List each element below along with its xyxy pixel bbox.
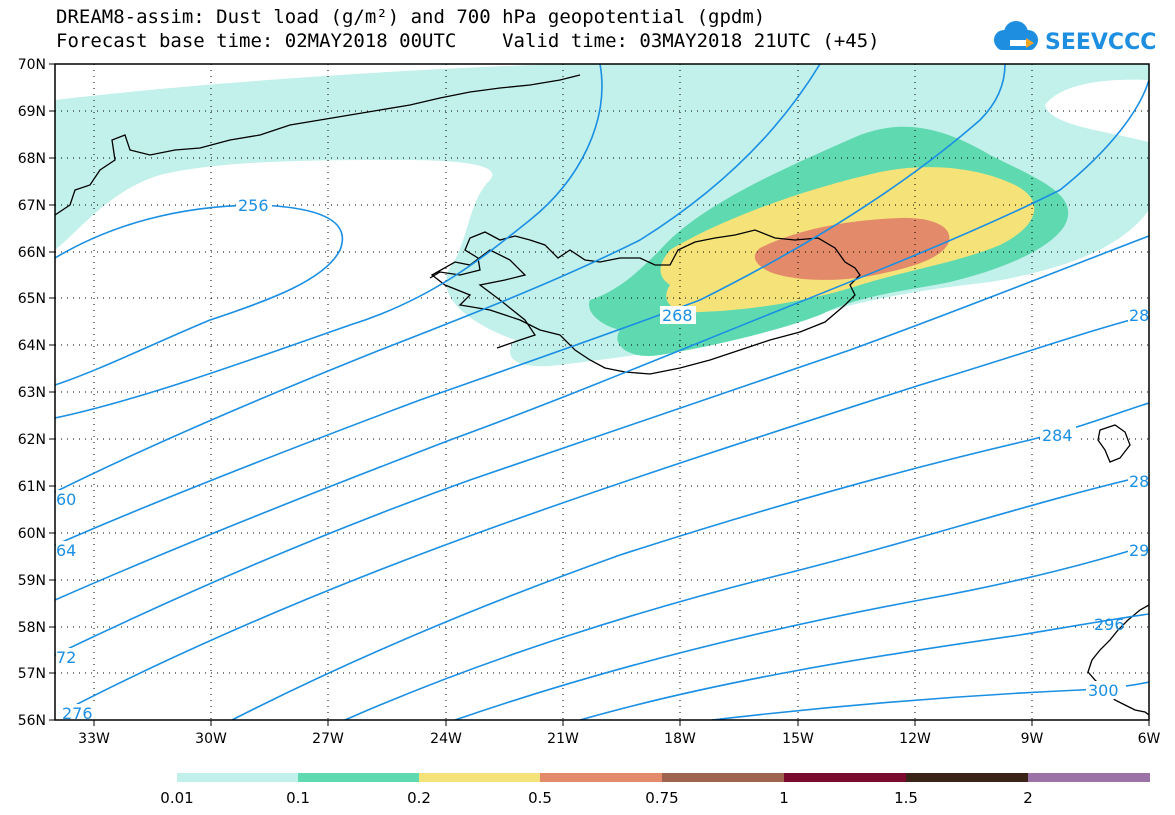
lat-label: 64N: [18, 338, 46, 354]
lon-label: 15W: [782, 731, 814, 747]
lat-label: 62N: [18, 432, 46, 448]
lon-label: 24W: [430, 731, 462, 747]
legend-label: 1: [779, 789, 789, 807]
lat-label: 70N: [18, 57, 46, 73]
longitude-labels: 33W 30W 27W 24W 21W 18W 15W 12W 9W 6W: [78, 731, 1160, 747]
contour-264: [55, 64, 821, 493]
legend-swatch-0.1: [298, 773, 419, 782]
faroe-islands-coast: [1097, 424, 1131, 463]
lat-label: 59N: [18, 573, 46, 589]
legend-label: 0.75: [645, 789, 678, 807]
legend-label: 0.1: [286, 789, 310, 807]
cloud-logo-icon: [994, 21, 1038, 50]
contour-labels: 256 268 284 60 64 72 276 28 28 29 296 30…: [56, 196, 1149, 723]
coastlines: [55, 74, 1149, 716]
scotland-coast: [1087, 604, 1149, 716]
lat-label: 68N: [18, 151, 46, 167]
lat-label: 65N: [18, 291, 46, 307]
lat-label: 58N: [18, 620, 46, 636]
lon-label: 27W: [312, 731, 344, 747]
contour-272: [55, 79, 1149, 601]
contour-296: [579, 613, 1149, 720]
contour-280: [59, 314, 1149, 714]
contour-label-272: 72: [56, 648, 76, 667]
lon-label: 21W: [547, 731, 579, 747]
legend-swatch-1: [784, 773, 906, 782]
dust-load-shading: [55, 64, 1149, 367]
latitude-labels: 70N 69N 68N 67N 66N 65N 64N 63N 62N 61N …: [18, 57, 46, 729]
contour-284: [231, 402, 1149, 720]
contour-292: [454, 544, 1149, 720]
lat-label: 69N: [18, 104, 46, 120]
legend-swatch-0.5: [540, 773, 662, 782]
lat-label: 67N: [18, 198, 46, 214]
legend-swatch-1.5: [906, 773, 1028, 782]
axis-ticks: [49, 63, 1150, 726]
grid-lines: [55, 64, 1149, 720]
title-line-2: Forecast base time: 02MAY2018 00UTC Vali…: [56, 30, 880, 52]
contour-288: [344, 474, 1149, 720]
contour-276: [55, 235, 1149, 656]
contour-label-256: 256: [238, 196, 269, 215]
color-legend: 0.01 0.1 0.2 0.5 0.75 1 1.5 2: [160, 773, 1150, 807]
contour-label-276: 276: [62, 704, 93, 723]
lon-label: 12W: [899, 731, 931, 747]
lat-label: 57N: [18, 666, 46, 682]
seevccc-logo: SEEVCCC: [994, 21, 1156, 55]
lon-label: 30W: [195, 731, 227, 747]
legend-label: 0.01: [160, 789, 193, 807]
legend-swatch-2: [1028, 773, 1150, 782]
title-line-1: DREAM8-assim: Dust load (g/m²) and 700 h…: [56, 6, 766, 28]
contour-300: [711, 681, 1149, 720]
lon-label: 18W: [664, 731, 696, 747]
legend-swatch-0.01: [177, 773, 298, 782]
lat-label: 63N: [18, 385, 46, 401]
contour-label-284: 284: [1042, 426, 1073, 445]
lon-label: 33W: [78, 731, 110, 747]
lon-label: 9W: [1021, 731, 1044, 747]
legend-label: 0.5: [528, 789, 552, 807]
contour-256: [55, 204, 344, 386]
lon-label: 6W: [1138, 731, 1161, 747]
contour-label-268: 268: [662, 306, 693, 325]
legend-swatch-0.75: [662, 773, 784, 782]
legend-label: 1.5: [894, 789, 918, 807]
lat-label: 61N: [18, 479, 46, 495]
contour-label-296: 296: [1094, 615, 1125, 634]
lat-label: 56N: [18, 713, 46, 729]
contour-label-260: 60: [56, 490, 76, 509]
contour-label-280: 28: [1129, 306, 1149, 325]
iceland-coast: [429, 229, 861, 375]
contour-label-264: 64: [56, 541, 76, 560]
lat-label: 66N: [18, 245, 46, 261]
contour-label-292: 29: [1129, 541, 1149, 560]
dust-area-0.5: [754, 217, 950, 280]
legend-swatch-0.2: [419, 773, 540, 782]
contour-label-300: 300: [1088, 681, 1119, 700]
legend-label: 2: [1023, 789, 1033, 807]
greenland-coast: [55, 74, 581, 216]
logo-text: SEEVCCC: [1045, 30, 1156, 55]
legend-label: 0.2: [407, 789, 431, 807]
lat-label: 60N: [18, 526, 46, 542]
geopotential-contours: [55, 64, 1149, 720]
contour-label-288: 28: [1129, 472, 1149, 491]
contour-268: [55, 64, 1006, 546]
contour-260: [55, 64, 603, 419]
